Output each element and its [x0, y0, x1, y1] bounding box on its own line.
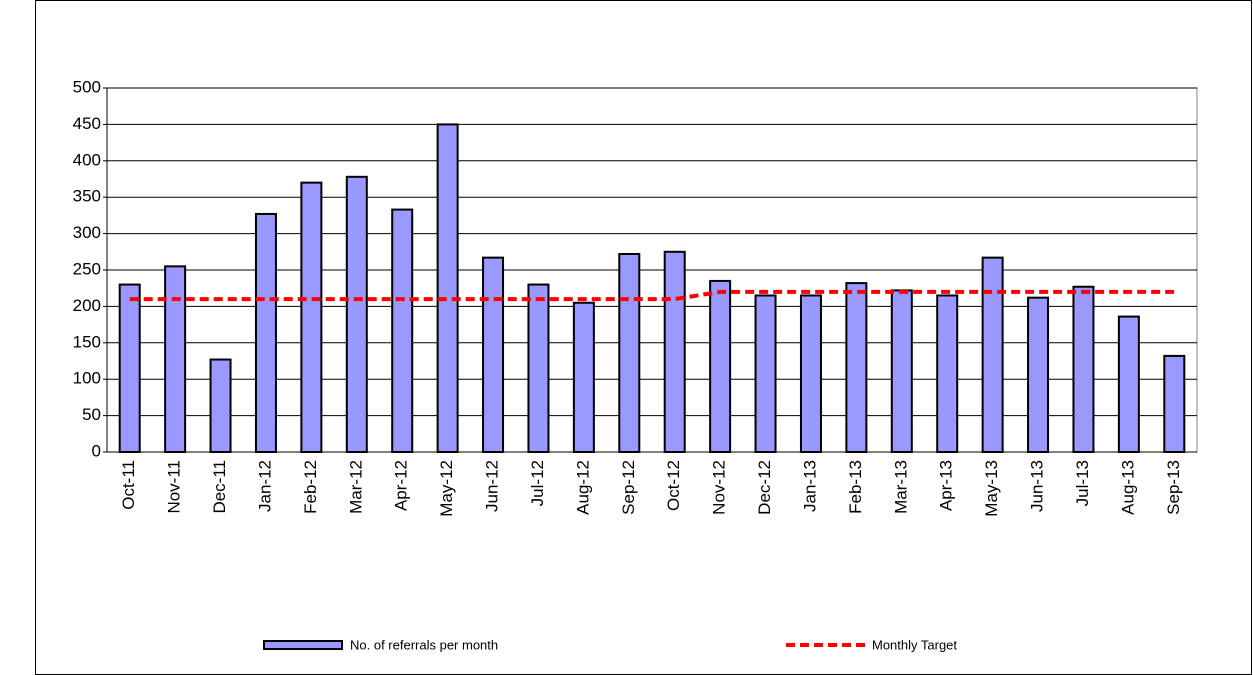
y-tick-label: 200	[73, 296, 101, 315]
x-tick-label: May-12	[437, 460, 456, 517]
legend-label: Monthly Target	[872, 637, 957, 652]
bar	[936, 294, 959, 454]
x-tick-label: Nov-11	[165, 460, 184, 514]
bar	[300, 181, 323, 453]
x-tick-label: Aug-13	[1118, 460, 1137, 515]
x-tick-label: Jan-12	[255, 460, 274, 512]
bar	[981, 256, 1004, 453]
x-tick-label: Jul-13	[1073, 460, 1092, 506]
bar	[845, 282, 868, 453]
bar	[391, 208, 414, 453]
legend-label: No. of referrals per month	[350, 637, 498, 652]
y-tick-label: 450	[73, 114, 101, 133]
y-tick-label: 400	[73, 150, 101, 169]
y-tick-label: 50	[82, 405, 101, 424]
x-tick-label: Apr-13	[937, 460, 956, 511]
bar	[1163, 354, 1186, 453]
bar	[527, 283, 550, 453]
y-tick-label: 300	[73, 223, 101, 242]
y-tick-label: 500	[73, 77, 101, 96]
bar	[663, 250, 686, 453]
x-tick-label: Feb-13	[846, 460, 865, 514]
x-tick-label: Feb-12	[301, 460, 320, 514]
bar	[709, 279, 732, 454]
x-tick-label: Jul-12	[528, 460, 547, 506]
x-tick-label: Oct-12	[664, 460, 683, 511]
bar	[572, 301, 595, 454]
bar	[754, 294, 777, 454]
bar	[1027, 296, 1050, 453]
x-tick-label: Dec-12	[755, 460, 774, 515]
x-tick-label: Mar-12	[346, 460, 365, 514]
x-tick-label: Aug-12	[573, 460, 592, 515]
bar	[436, 123, 459, 454]
x-tick-label: Mar-13	[891, 460, 910, 514]
x-tick-label: Oct-11	[119, 460, 138, 510]
x-tick-label: Jan-13	[800, 460, 819, 512]
x-tick-label: Sep-12	[619, 460, 638, 515]
bar	[209, 358, 232, 454]
x-tick-label: Jun-13	[1028, 460, 1047, 512]
x-tick-label: Sep-13	[1164, 460, 1183, 515]
bar	[618, 252, 641, 453]
bar	[890, 289, 913, 453]
x-tick-label: Nov-12	[710, 460, 729, 515]
bar	[799, 294, 822, 454]
y-tick-label: 350	[73, 187, 101, 206]
y-tick-label: 100	[73, 369, 101, 388]
bar	[1072, 285, 1095, 453]
x-tick-label: Dec-11	[210, 460, 229, 514]
bar	[345, 175, 368, 453]
bar	[254, 212, 277, 453]
legend: No. of referrals per month Monthly Targe…	[263, 637, 957, 652]
bar	[1117, 315, 1140, 454]
y-tick-label: 150	[73, 332, 101, 351]
y-tick-label: 0	[92, 441, 101, 460]
bar	[482, 256, 505, 453]
x-tick-label: Jun-12	[483, 460, 502, 512]
legend-swatch-bar	[263, 640, 343, 650]
y-tick-label: 250	[73, 259, 101, 278]
bar	[118, 283, 141, 453]
bar	[164, 265, 187, 453]
x-tick-label: Apr-12	[392, 460, 411, 511]
x-tick-label: May-13	[982, 460, 1001, 517]
target-line	[129, 289, 1175, 302]
